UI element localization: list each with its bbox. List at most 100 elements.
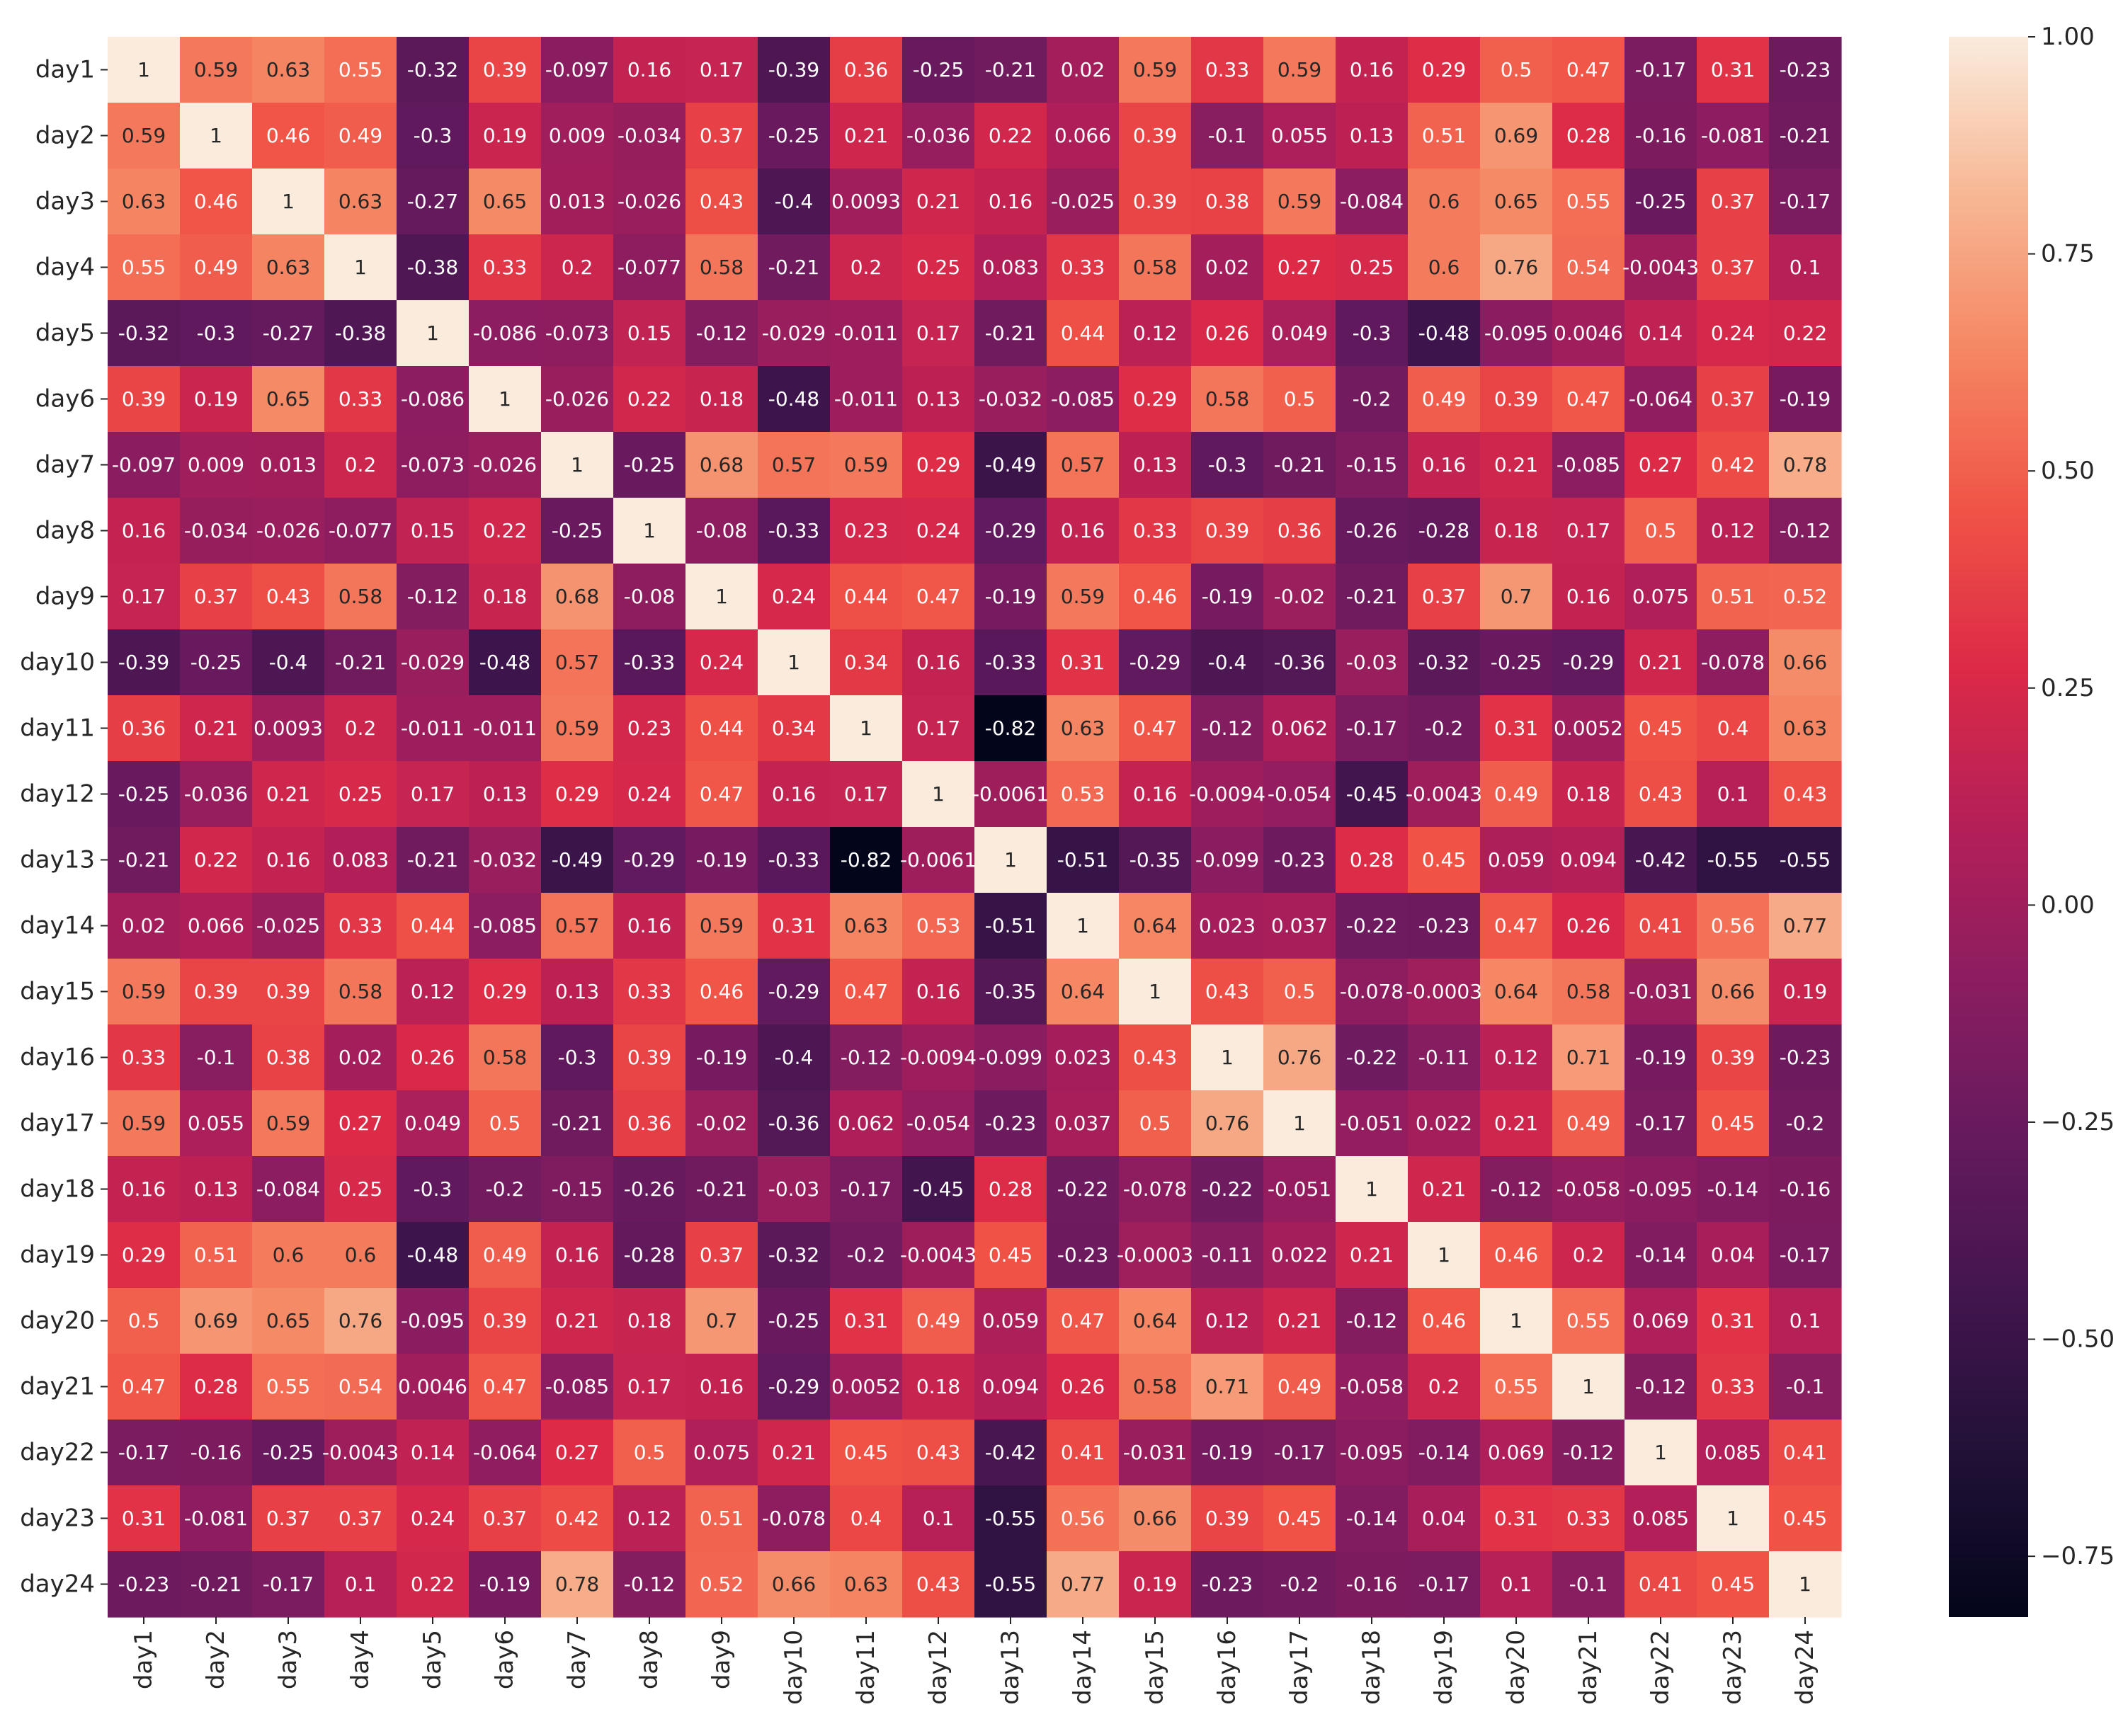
heatmap-cell (902, 169, 975, 235)
cell-annotation: -0.14 (1707, 1177, 1758, 1201)
heatmap-cell (1552, 1420, 1625, 1486)
y-tick-label: day24 (20, 1570, 95, 1599)
heatmap-cell (902, 1288, 975, 1354)
cell-annotation: -0.32 (407, 58, 458, 81)
cell-annotation: -0.0003 (1406, 980, 1482, 1003)
heatmap-cell (1191, 366, 1264, 433)
cell-annotation: 0.24 (1711, 321, 1755, 345)
cell-annotation: 0.45 (844, 1441, 888, 1464)
heatmap-cell (469, 893, 542, 959)
heatmap-cell (613, 893, 686, 959)
heatmap-cell (1480, 1156, 1553, 1223)
heatmap-cell (1769, 1485, 1842, 1552)
cell-annotation: 0.65 (483, 190, 527, 213)
cell-annotation: -0.21 (407, 848, 458, 872)
cell-annotation: -0.38 (335, 321, 386, 345)
heatmap-cell (974, 300, 1047, 367)
cell-annotation: 0.21 (555, 1309, 599, 1332)
cell-annotation: -0.081 (184, 1507, 248, 1530)
cell-annotation: -0.21 (985, 58, 1036, 81)
heatmap-cell (397, 1090, 470, 1157)
cell-annotation: 0.33 (338, 914, 382, 937)
heatmap-cell (613, 827, 686, 893)
heatmap-cell (1552, 234, 1625, 301)
cell-annotation: 0.31 (844, 1309, 888, 1332)
heatmap-cell (1552, 827, 1625, 893)
cell-annotation: 0.0052 (1554, 716, 1623, 740)
heatmap-cell (685, 234, 758, 301)
x-tick-label: day23 (1719, 1630, 1747, 1705)
heatmap-cell (758, 959, 831, 1025)
cell-annotation: 0.12 (1205, 1309, 1249, 1332)
heatmap-cell (902, 1156, 975, 1223)
heatmap-cell (108, 1420, 181, 1486)
cell-annotation: 0.45 (1711, 1572, 1755, 1596)
cell-annotation: -0.095 (1340, 1441, 1404, 1464)
cell-annotation: -0.14 (1418, 1441, 1469, 1464)
heatmap-cell (1769, 103, 1842, 169)
heatmap-cell (541, 366, 614, 433)
heatmap-cell (685, 1222, 758, 1289)
cell-annotation: 1 (1365, 1177, 1378, 1201)
heatmap-cell (1697, 1024, 1770, 1091)
cell-annotation: -0.25 (913, 58, 964, 81)
cell-annotation: -0.077 (618, 256, 681, 279)
heatmap-cell (1769, 366, 1842, 433)
heatmap-cell (1119, 629, 1192, 696)
heatmap-cell (1408, 827, 1481, 893)
cell-annotation: 0.33 (1205, 58, 1249, 81)
cell-annotation: 0.66 (1783, 651, 1827, 674)
heatmap-cell (902, 1024, 975, 1091)
cell-annotation: 0.44 (411, 914, 455, 937)
cell-annotation: -0.12 (624, 1572, 675, 1596)
heatmap-cell (1047, 1156, 1120, 1223)
heatmap-cell (758, 300, 831, 367)
colorbar-tick-label: −0.50 (2041, 1325, 2115, 1354)
cell-annotation: -0.25 (768, 1309, 819, 1332)
heatmap-cell (974, 432, 1047, 498)
heatmap-cell (541, 37, 614, 103)
cell-annotation: 0.39 (1133, 190, 1177, 213)
heatmap-cell (324, 1485, 397, 1552)
cell-annotation: 0.37 (194, 585, 238, 608)
heatmap-cell (613, 37, 686, 103)
heatmap-cell (252, 234, 325, 301)
heatmap-cell (1552, 1156, 1625, 1223)
heatmap-cell (1480, 1024, 1553, 1091)
heatmap-cell (830, 761, 903, 828)
heatmap-cell (613, 300, 686, 367)
cell-annotation: 0.65 (266, 387, 310, 411)
cell-annotation: 0.64 (1133, 1309, 1177, 1332)
heatmap-cell (541, 629, 614, 696)
cell-annotation: -0.03 (1346, 651, 1397, 674)
cell-annotation: 0.25 (338, 782, 382, 806)
heatmap-cell (758, 1090, 831, 1157)
cell-annotation: 0.21 (194, 716, 238, 740)
heatmap-cell (902, 1354, 975, 1420)
heatmap-cell (830, 300, 903, 367)
cell-annotation: 0.7 (706, 1309, 738, 1332)
cell-annotation: -0.16 (190, 1441, 241, 1464)
heatmap-cell (180, 695, 253, 762)
cell-annotation: 0.28 (989, 1177, 1032, 1201)
y-tick-label: day19 (20, 1241, 95, 1269)
heatmap-cell (902, 629, 975, 696)
heatmap-cell (541, 234, 614, 301)
heatmap-cell (1263, 1420, 1336, 1486)
cell-annotation: 1 (571, 453, 584, 476)
cell-annotation: -0.0043 (1406, 782, 1482, 806)
heatmap-cell (108, 234, 181, 301)
cell-annotation: -0.085 (473, 914, 537, 937)
cell-annotation: -0.22 (1057, 1177, 1108, 1201)
cell-annotation: -0.099 (979, 1046, 1042, 1069)
heatmap-cell (758, 37, 831, 103)
heatmap-cell (1697, 1354, 1770, 1420)
heatmap-cell (252, 1551, 325, 1618)
cell-annotation: 0.21 (1494, 1112, 1538, 1135)
cell-annotation: 0.062 (1271, 716, 1328, 740)
heatmap-cell (1119, 300, 1192, 367)
cell-annotation: 1 (1510, 1309, 1523, 1332)
heatmap-cell (830, 695, 903, 762)
heatmap-cell (830, 827, 903, 893)
heatmap-cell (541, 761, 614, 828)
